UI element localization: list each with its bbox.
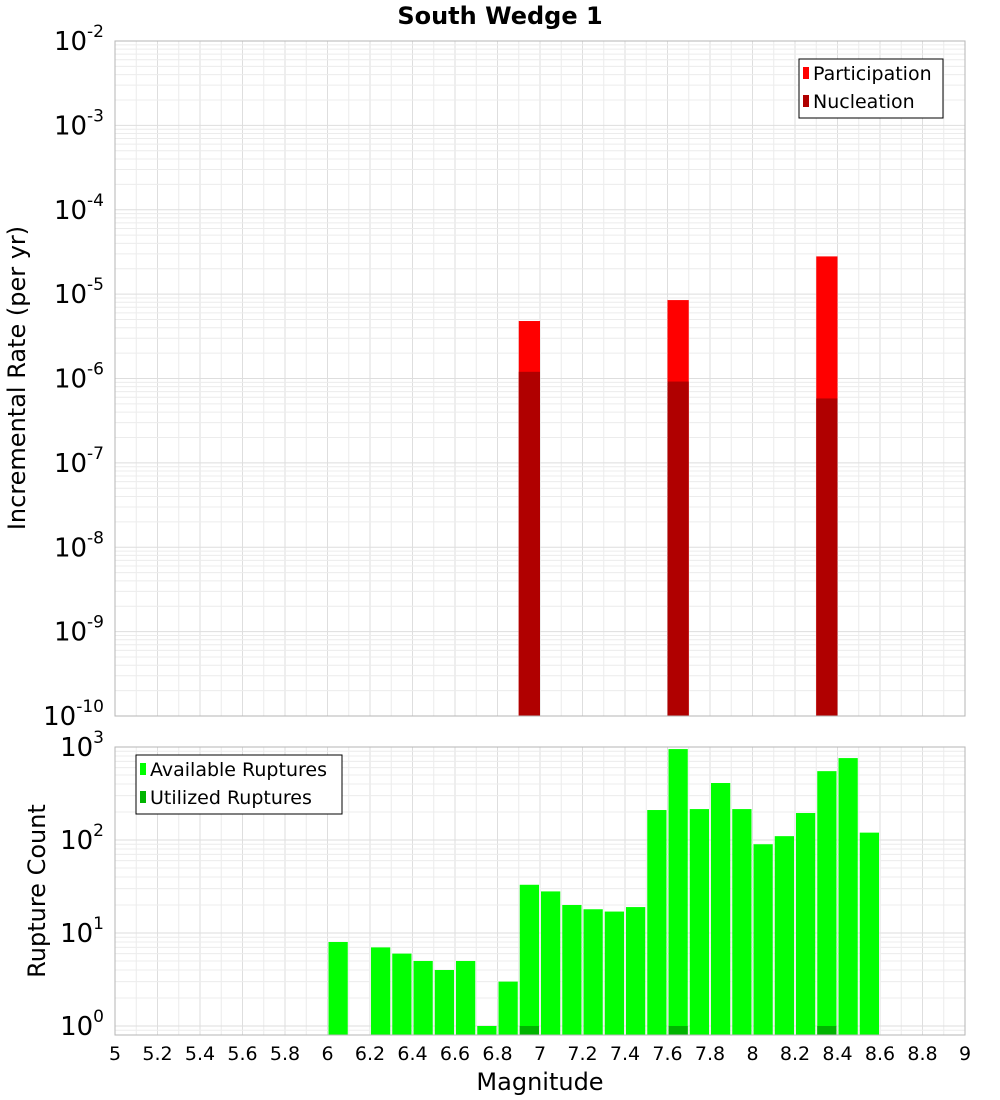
x-tick-label-6.4: 6.4 [397, 1043, 427, 1065]
legend-utilized-swatch [140, 791, 146, 803]
utilized-ruptures-bar-m6.95 [519, 1025, 539, 1035]
rupture-y-axis-title: Rupture Count [23, 804, 51, 978]
x-tick-label-6.8: 6.8 [482, 1043, 512, 1065]
rate-panel: 10-10 10-9 10-8 10-7 10-6 10-5 10-4 10-3 10-2 In… [3, 22, 966, 732]
y-tick-label: 10-5 [54, 275, 104, 310]
available-ruptures-bar-m7.05 [541, 891, 561, 1035]
legend-utilized-label: Utilized Ruptures [150, 787, 312, 809]
available-ruptures-bar-m6.25 [371, 947, 391, 1035]
available-ruptures-bar-m8.55 [859, 832, 879, 1035]
nucleation-bar-m7.65 [667, 381, 689, 716]
available-ruptures-bar-m6.95 [519, 884, 539, 1035]
legend-participation-swatch [803, 67, 809, 79]
rate-legend: Participation Nucleation [798, 58, 944, 119]
available-ruptures-bar-m6.05 [328, 942, 348, 1035]
x-tick-label-5: 5 [109, 1043, 121, 1065]
available-ruptures-bar-m6.65 [456, 960, 476, 1035]
nucleation-bar-m8.35 [816, 398, 838, 716]
x-axis-title: Magnitude [476, 1068, 603, 1096]
chart-title: South Wedge 1 [397, 2, 602, 30]
available-ruptures-bar-m7.15 [562, 905, 582, 1035]
legend-nucleation-label: Nucleation [813, 91, 915, 113]
y-tick-label: 10-6 [54, 360, 104, 395]
available-ruptures-bar-m7.85 [711, 783, 731, 1035]
x-tick-label-6.2: 6.2 [355, 1043, 385, 1065]
x-tick-label-7: 7 [534, 1043, 546, 1065]
rate-y-axis-title: Incremental Rate (per yr) [3, 226, 31, 530]
available-ruptures-bar-m7.55 [647, 810, 667, 1035]
available-ruptures-bar-m7.95 [732, 809, 752, 1035]
x-tick-label-7.2: 7.2 [567, 1043, 597, 1065]
x-tick-label-5.6: 5.6 [227, 1043, 257, 1065]
y-tick-label: 10-3 [54, 106, 104, 141]
x-tick-label-8: 8 [746, 1043, 758, 1065]
x-tick-label-5.4: 5.4 [185, 1043, 215, 1065]
available-ruptures-bar-m7.45 [626, 907, 646, 1035]
legend-available-label: Available Ruptures [150, 759, 327, 781]
available-ruptures-bar-m7.65 [668, 749, 688, 1035]
x-tick-label-8.6: 8.6 [865, 1043, 895, 1065]
x-tick-label-6.6: 6.6 [440, 1043, 470, 1065]
legend-nucleation-swatch [803, 95, 809, 107]
x-tick-label-8.8: 8.8 [907, 1043, 937, 1065]
available-ruptures-bar-m7.75 [689, 809, 709, 1035]
available-ruptures-bar-m6.85 [498, 981, 518, 1035]
x-tick-label-9: 9 [959, 1043, 971, 1065]
available-ruptures-bar-m7.35 [604, 911, 624, 1035]
available-ruptures-bar-m6.55 [434, 970, 454, 1035]
y-tick-label: 10-4 [54, 191, 104, 226]
available-ruptures-bar-m8.25 [796, 813, 816, 1035]
y-tick-label: 10-2 [54, 22, 104, 57]
utilized-ruptures-bar-m8.35 [817, 1025, 837, 1035]
y-tick-label: 10-7 [54, 444, 104, 479]
available-ruptures-bar-m6.75 [477, 1025, 497, 1035]
x-tick-label-8.2: 8.2 [780, 1043, 810, 1065]
x-tick-label-5.2: 5.2 [142, 1043, 172, 1065]
x-tick-label-5.8: 5.8 [270, 1043, 300, 1065]
y-tick-label: 10-8 [54, 528, 104, 563]
y-tick-label: 101 [60, 914, 104, 949]
rupture-legend: Available Ruptures Utilized Ruptures [135, 754, 343, 815]
available-ruptures-bar-m8.35 [817, 771, 837, 1035]
y-tick-label: 103 [60, 728, 104, 763]
y-tick-label: 10-9 [54, 613, 104, 648]
available-ruptures-bar-m8.15 [774, 836, 794, 1035]
x-tick-label-7.4: 7.4 [610, 1043, 640, 1065]
available-ruptures-bar-m8.05 [753, 844, 773, 1035]
available-ruptures-bar-m7.25 [583, 909, 603, 1035]
x-tick-label-6: 6 [321, 1043, 333, 1065]
utilized-ruptures-bar-m7.65 [668, 1025, 688, 1035]
rupture-count-panel: 100 101 102 103 5 5.2 5.4 5.6 5.8 6 6.2 6.4 6.6 6.8 7… [23, 728, 971, 1096]
available-ruptures-bar-m6.45 [413, 960, 433, 1035]
x-tick-label-8.4: 8.4 [822, 1043, 852, 1065]
y-tick-label: 10-10 [43, 697, 104, 732]
x-tick-label-7.8: 7.8 [695, 1043, 725, 1065]
legend-available-swatch [140, 763, 146, 775]
available-ruptures-bar-m6.35 [392, 953, 412, 1035]
legend-participation-label: Participation [813, 63, 932, 85]
y-tick-label: 100 [60, 1007, 104, 1042]
nucleation-bar-m6.95 [518, 371, 540, 716]
y-tick-label: 102 [60, 821, 104, 856]
x-tick-label-7.6: 7.6 [652, 1043, 682, 1065]
available-ruptures-bar-m8.45 [838, 758, 858, 1035]
